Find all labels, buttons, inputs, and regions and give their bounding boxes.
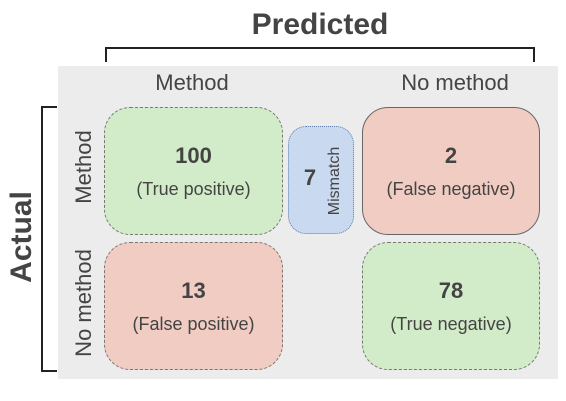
mismatch-count: 7: [303, 165, 317, 190]
mismatch-cell: 7 Mismatch: [288, 126, 354, 234]
actual-bracket: [41, 106, 57, 372]
true-negative-cell: 78 (True negative): [362, 242, 540, 370]
row-header-method: Method: [71, 130, 96, 204]
false-negative-label: (False negative): [386, 178, 516, 199]
column-header-method: Method: [155, 70, 229, 95]
actual-axis-title: Actual: [5, 191, 38, 283]
false-positive-label: (False positive): [132, 313, 255, 334]
true-negative-count: 78: [438, 277, 464, 303]
predicted-axis-title: Predicted: [251, 8, 389, 41]
true-positive-label: (True positive): [136, 178, 251, 199]
false-positive-count: 13: [181, 277, 206, 303]
true-negative-label: (True negative): [390, 313, 512, 334]
false-positive-cell: 13 (False positive): [104, 242, 283, 370]
predicted-bracket: [105, 47, 535, 62]
false-negative-count: 2: [444, 142, 458, 168]
mismatch-label: Mismatch: [326, 146, 343, 216]
column-header-no-method: No method: [401, 70, 509, 95]
false-negative-cell: 2 (False negative): [362, 107, 540, 235]
true-positive-count: 100: [175, 142, 212, 168]
true-positive-cell: 100 (True positive): [104, 107, 283, 235]
row-header-no-method: No method: [71, 249, 96, 357]
